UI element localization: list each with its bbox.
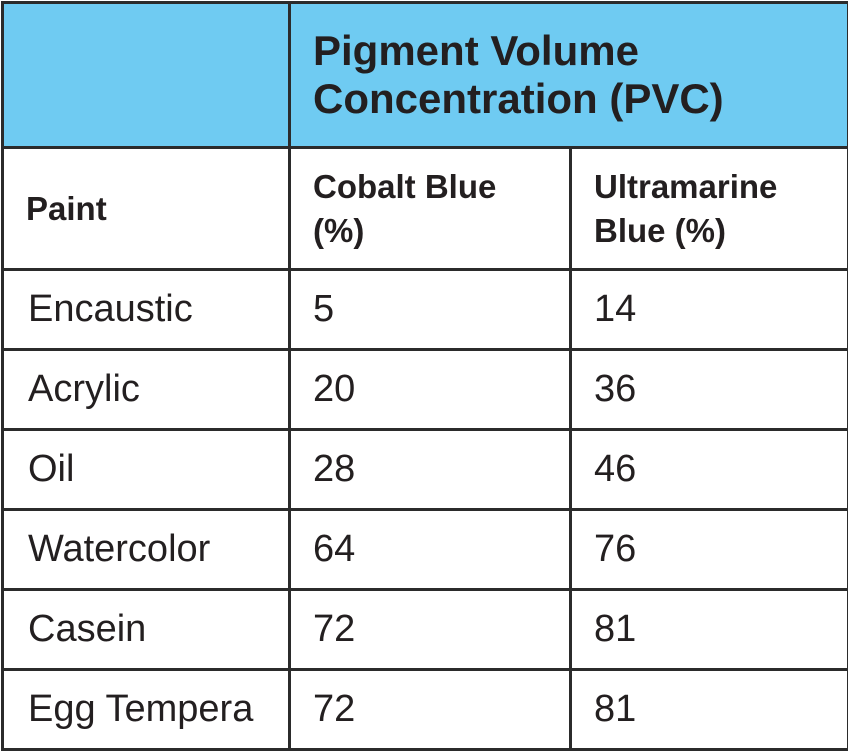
column-header: Ultramarine Blue (%)	[571, 148, 848, 270]
paint-name: Encaustic	[3, 270, 290, 350]
pvc-value: 14	[571, 270, 848, 350]
column-header: Paint	[3, 148, 290, 270]
pvc-value: 20	[290, 350, 571, 430]
pvc-value: 81	[571, 590, 848, 670]
pvc-value: 76	[571, 510, 848, 590]
paint-name: Casein	[3, 590, 290, 670]
pvc-value: 28	[290, 430, 571, 510]
pvc-value: 81	[571, 670, 848, 750]
pvc-value: 46	[571, 430, 848, 510]
pvc-value: 36	[571, 350, 848, 430]
pvc-value: 64	[290, 510, 571, 590]
table-title: Pigment Volume Concentration (PVC)	[290, 3, 848, 148]
pvc-value: 5	[290, 270, 571, 350]
column-header: Cobalt Blue (%)	[290, 148, 571, 270]
header-row: Paint Cobalt Blue (%) Ultramarine Blue (…	[3, 148, 848, 270]
paint-name: Egg Tempera	[3, 670, 290, 750]
paint-name: Watercolor	[3, 510, 290, 590]
empty-corner	[3, 3, 290, 148]
pvc-value: 72	[290, 590, 571, 670]
paint-name: Acrylic	[3, 350, 290, 430]
title-row: Pigment Volume Concentration (PVC)	[3, 3, 848, 148]
pvc-value: 72	[290, 670, 571, 750]
paint-name: Oil	[3, 430, 290, 510]
